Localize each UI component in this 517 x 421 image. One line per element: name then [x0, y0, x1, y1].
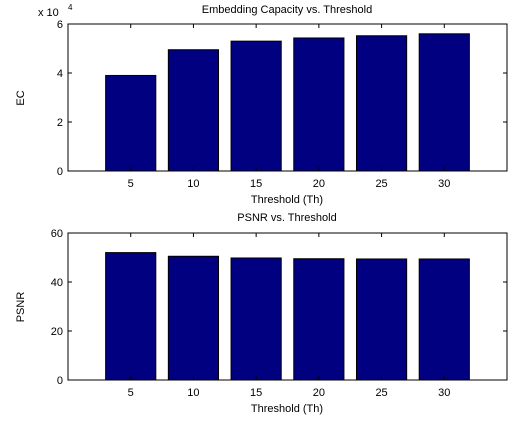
- ec-bar-15: [230, 40, 282, 172]
- psnr-x-tick-label: 5: [128, 387, 134, 399]
- ec-bar-20: [293, 37, 345, 172]
- ec-y-tick-label: 2: [57, 117, 63, 129]
- ec-y-ticks: 0 2 4 6: [57, 19, 507, 178]
- psnr-bar-5: [105, 252, 157, 381]
- ec-chart-title: Embedding Capacity vs. Threshold: [202, 4, 372, 16]
- psnr-bar-20: [293, 258, 345, 381]
- ec-y-tick-label: 0: [57, 166, 63, 178]
- psnr-x-tick-label: 20: [313, 387, 325, 399]
- psnr-bar-15: [230, 257, 282, 381]
- ec-x-ticks: 5 10 15 20 25 30: [128, 24, 450, 190]
- psnr-x-axis-label: Threshold (Th): [251, 403, 323, 415]
- psnr-x-tick-label: 25: [375, 387, 387, 399]
- psnr-bar-30: [418, 258, 470, 381]
- psnr-y-tick-label: 40: [51, 277, 63, 289]
- psnr-x-tick-label: 10: [187, 387, 199, 399]
- ec-y-axis-label: EC: [15, 90, 27, 105]
- ec-y-tick-label: 4: [57, 68, 63, 80]
- ec-x-tick-label: 20: [313, 178, 325, 190]
- ec-x-tick-label: 15: [250, 178, 262, 190]
- ec-x-tick-label: 5: [128, 178, 134, 190]
- ec-y-scale-exponent: 4: [68, 3, 73, 12]
- ec-x-tick-label: 30: [438, 178, 450, 190]
- ec-chart: Embedding Capacity vs. Threshold x 10 4 …: [15, 3, 508, 206]
- ec-x-tick-label: 25: [375, 178, 387, 190]
- psnr-x-ticks: 5 10 15 20 25 30: [128, 233, 450, 399]
- ec-x-tick-label: 10: [187, 178, 199, 190]
- psnr-y-ticks: 0 20 40 60: [51, 228, 507, 387]
- psnr-y-axis-label: PSNR: [15, 292, 27, 323]
- ec-y-tick-label: 6: [57, 19, 63, 31]
- psnr-chart: PSNR vs. Threshold 5 10 15 20 25 30 0 20 40 60 T…: [15, 212, 508, 415]
- psnr-chart-title: PSNR vs. Threshold: [237, 212, 336, 224]
- ec-bar-25: [355, 35, 408, 172]
- psnr-x-tick-label: 15: [250, 387, 262, 399]
- ec-bar-30: [418, 33, 470, 172]
- psnr-bars: [105, 252, 470, 381]
- psnr-bar-25: [355, 258, 408, 381]
- ec-bar-5: [105, 74, 157, 172]
- psnr-y-tick-label: 60: [51, 228, 63, 240]
- psnr-y-tick-label: 0: [57, 375, 63, 387]
- ec-x-axis-label: Threshold (Th): [251, 194, 323, 206]
- psnr-bar-10: [167, 255, 220, 381]
- psnr-y-tick-label: 20: [51, 326, 63, 338]
- psnr-x-tick-label: 30: [438, 387, 450, 399]
- ec-bars: [105, 33, 470, 172]
- ec-bar-10: [167, 49, 220, 172]
- ec-y-scale-label: x 10: [38, 7, 59, 19]
